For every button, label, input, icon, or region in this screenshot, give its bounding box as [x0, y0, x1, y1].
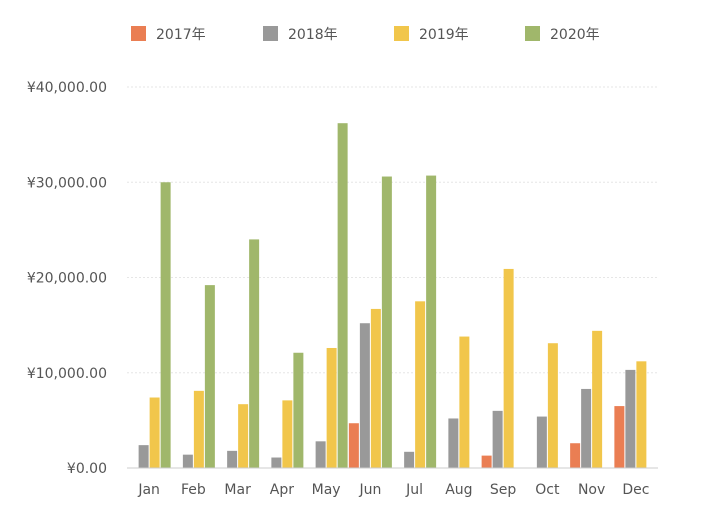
- chart-grid: [127, 86, 658, 374]
- bar-Aug-2018年: [448, 418, 459, 468]
- bar-Aug-2019年: [459, 336, 470, 468]
- bar-Mar-2019年: [238, 404, 249, 468]
- bar-Jul-2019年: [415, 301, 426, 468]
- y-tick-label: ¥10,000.00: [27, 366, 107, 382]
- y-tick-label: ¥0.00: [67, 461, 107, 477]
- x-tick-label: Jul: [405, 482, 423, 498]
- bar-Sep-2018年: [492, 410, 503, 468]
- x-tick-label: Jan: [137, 482, 160, 498]
- x-tick-label: Oct: [535, 482, 560, 498]
- bar-May-2020年: [337, 123, 348, 468]
- y-axis: ¥0.00 ¥10,000.00 ¥20,000.00 ¥30,000.00 ¥40,0…: [27, 80, 107, 477]
- bar-Feb-2019年: [193, 390, 204, 468]
- legend-label: 2019年: [419, 27, 469, 43]
- y-tick-label: ¥30,000.00: [27, 175, 107, 191]
- bar-Dec-2017年: [614, 406, 625, 468]
- bar-Mar-2020年: [249, 239, 260, 468]
- bar-Nov-2017年: [570, 443, 581, 468]
- bar-Apr-2019年: [282, 400, 293, 468]
- x-tick-label: May: [312, 482, 341, 498]
- x-tick-label: Aug: [445, 482, 472, 498]
- bar-Jan-2019年: [149, 397, 160, 468]
- bar-Jul-2020年: [426, 175, 437, 468]
- bar-Sep-2019年: [503, 268, 514, 468]
- x-tick-label: Nov: [578, 482, 605, 498]
- legend-swatch-2018年: [263, 26, 278, 41]
- legend-swatch-2020年: [525, 26, 540, 41]
- y-tick-label: ¥20,000.00: [27, 271, 107, 287]
- bar-Oct-2018年: [536, 416, 547, 468]
- bar-Jan-2020年: [160, 182, 171, 468]
- x-tick-label: Sep: [490, 482, 517, 498]
- bar-May-2018年: [315, 441, 326, 468]
- x-tick-label: Mar: [224, 482, 251, 498]
- bar-Mar-2018年: [227, 450, 238, 468]
- chart-legend: 2017年 2018年 2019年 2020年: [131, 26, 600, 43]
- bar-Feb-2020年: [204, 285, 215, 468]
- bar-Dec-2018年: [625, 369, 636, 468]
- bar-Jun-2018年: [359, 323, 370, 468]
- bar-Jan-2018年: [138, 445, 149, 468]
- x-axis: Jan Feb Mar Apr May Jun Jul Aug Sep Oct Nov Dec: [127, 467, 658, 498]
- bar-Jul-2018年: [404, 451, 415, 468]
- legend-label: 2018年: [288, 27, 338, 43]
- bar-Jun-2019年: [370, 308, 381, 468]
- x-tick-label: Jun: [358, 482, 381, 498]
- bar-Apr-2020年: [293, 352, 304, 468]
- bar-May-2019年: [326, 347, 337, 468]
- x-tick-label: Dec: [622, 482, 649, 498]
- legend-swatch-2017年: [131, 26, 146, 41]
- bar-Jun-2017年: [348, 423, 359, 468]
- bar-Jun-2020年: [381, 176, 392, 468]
- bar-Feb-2018年: [182, 454, 193, 468]
- chart-bars: [138, 123, 647, 468]
- legend-label: 2017年: [156, 27, 206, 43]
- bar-Apr-2018年: [271, 457, 282, 468]
- bar-Nov-2018年: [581, 388, 592, 468]
- legend-swatch-2019年: [394, 26, 409, 41]
- bar-Oct-2019年: [547, 343, 558, 468]
- bar-Nov-2019年: [592, 330, 603, 468]
- legend-label: 2020年: [550, 27, 600, 43]
- x-tick-label: Apr: [270, 482, 294, 498]
- bar-Dec-2019年: [636, 361, 647, 468]
- x-tick-label: Feb: [181, 482, 206, 498]
- y-tick-label: ¥40,000.00: [27, 80, 107, 96]
- bar-Sep-2017年: [481, 455, 492, 468]
